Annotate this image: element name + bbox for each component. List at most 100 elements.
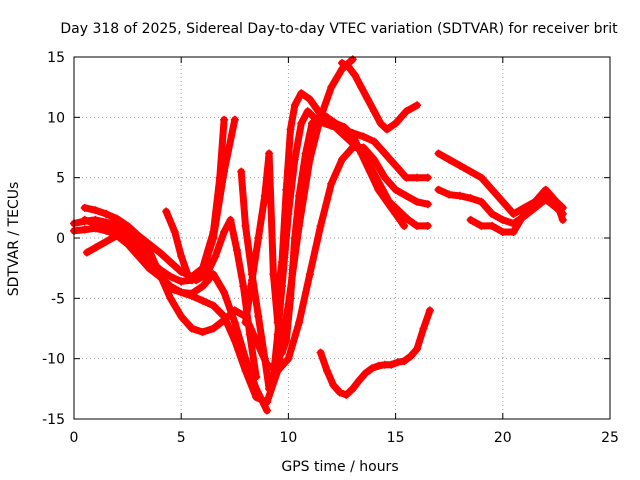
- data-point: [123, 221, 132, 230]
- data-point: [359, 132, 368, 141]
- data-point: [498, 197, 507, 206]
- data-point: [434, 185, 443, 194]
- data-point: [391, 209, 400, 218]
- series-trace: [317, 306, 434, 399]
- data-point: [380, 173, 389, 182]
- data-point: [112, 231, 121, 240]
- data-point: [365, 167, 374, 176]
- data-point: [134, 231, 143, 240]
- data-point: [102, 237, 111, 246]
- series-track-8: [237, 107, 432, 393]
- data-point: [80, 203, 89, 212]
- data-point: [406, 352, 415, 361]
- series-trace: [83, 232, 271, 415]
- data-point: [134, 252, 143, 261]
- data-point: [273, 288, 282, 297]
- data-point: [295, 318, 304, 327]
- data-point: [391, 161, 400, 170]
- data-point: [284, 354, 293, 363]
- data-point: [361, 369, 370, 378]
- data-point: [305, 95, 314, 104]
- data-point: [220, 288, 229, 297]
- data-point: [230, 318, 239, 327]
- data-point: [552, 197, 561, 206]
- data-point: [220, 312, 229, 321]
- data-point: [314, 107, 323, 116]
- data-point: [455, 191, 464, 200]
- x-tick-label: 15: [387, 430, 405, 446]
- data-point: [262, 406, 271, 415]
- data-point: [112, 224, 121, 233]
- data-point: [370, 155, 379, 164]
- data-point: [192, 276, 201, 285]
- data-point: [383, 197, 392, 206]
- data-point: [80, 225, 89, 234]
- data-point: [316, 221, 325, 230]
- data-point: [183, 270, 192, 279]
- data-point: [338, 59, 346, 68]
- data-point: [205, 265, 214, 274]
- data-point: [530, 197, 539, 206]
- data-point: [509, 209, 518, 218]
- y-axis-label: SDTVAR / TECUs: [6, 182, 22, 297]
- grid: [74, 57, 610, 419]
- data-point: [402, 191, 411, 200]
- data-point: [466, 215, 475, 224]
- data-point: [423, 221, 432, 230]
- data-point: [112, 214, 121, 223]
- series-track-14: [466, 185, 567, 236]
- data-point: [177, 312, 186, 321]
- data-point: [445, 155, 454, 164]
- data-point: [209, 301, 218, 310]
- series-trace: [274, 89, 408, 296]
- data-point: [209, 234, 218, 242]
- data-point: [297, 119, 306, 128]
- data-point: [91, 219, 100, 228]
- data-point: [413, 101, 422, 110]
- data-point: [374, 185, 383, 194]
- data-point: [383, 125, 392, 134]
- series-track-11: [316, 306, 434, 399]
- data-point: [187, 324, 196, 333]
- data-point: [80, 215, 89, 224]
- data-point: [400, 357, 409, 366]
- data-point: [335, 388, 344, 397]
- data-point: [370, 137, 379, 146]
- y-tick-label: 0: [56, 231, 65, 247]
- data-point: [177, 277, 186, 286]
- data-point: [342, 390, 351, 399]
- data-point: [355, 376, 364, 385]
- data-point: [209, 324, 218, 333]
- data-point: [498, 215, 507, 224]
- x-axis-label: GPS time / hours: [281, 459, 398, 475]
- data-point: [241, 221, 250, 230]
- data-point: [391, 119, 400, 128]
- data-point: [541, 185, 550, 194]
- data-point: [350, 71, 359, 80]
- data-point: [316, 348, 325, 357]
- data-point: [310, 113, 319, 122]
- series-trace: [162, 208, 260, 381]
- y-tick-label: -15: [42, 412, 65, 428]
- data-point: [541, 195, 550, 204]
- data-point: [232, 246, 241, 255]
- series-track-7: [241, 113, 432, 357]
- data-point: [290, 234, 299, 242]
- data-point: [145, 255, 154, 264]
- data-point: [340, 122, 349, 131]
- data-point: [265, 149, 274, 158]
- data-point: [404, 215, 413, 224]
- data-point: [363, 95, 372, 104]
- data-point: [477, 197, 486, 206]
- data-point: [134, 240, 143, 249]
- data-point: [166, 272, 175, 281]
- data-point: [170, 227, 179, 236]
- data-point: [327, 179, 336, 188]
- data-point: [252, 372, 261, 381]
- data-point: [331, 119, 340, 128]
- series-track-13: [434, 185, 567, 228]
- data-point: [198, 328, 207, 337]
- data-point: [220, 167, 229, 176]
- data-point: [260, 191, 269, 200]
